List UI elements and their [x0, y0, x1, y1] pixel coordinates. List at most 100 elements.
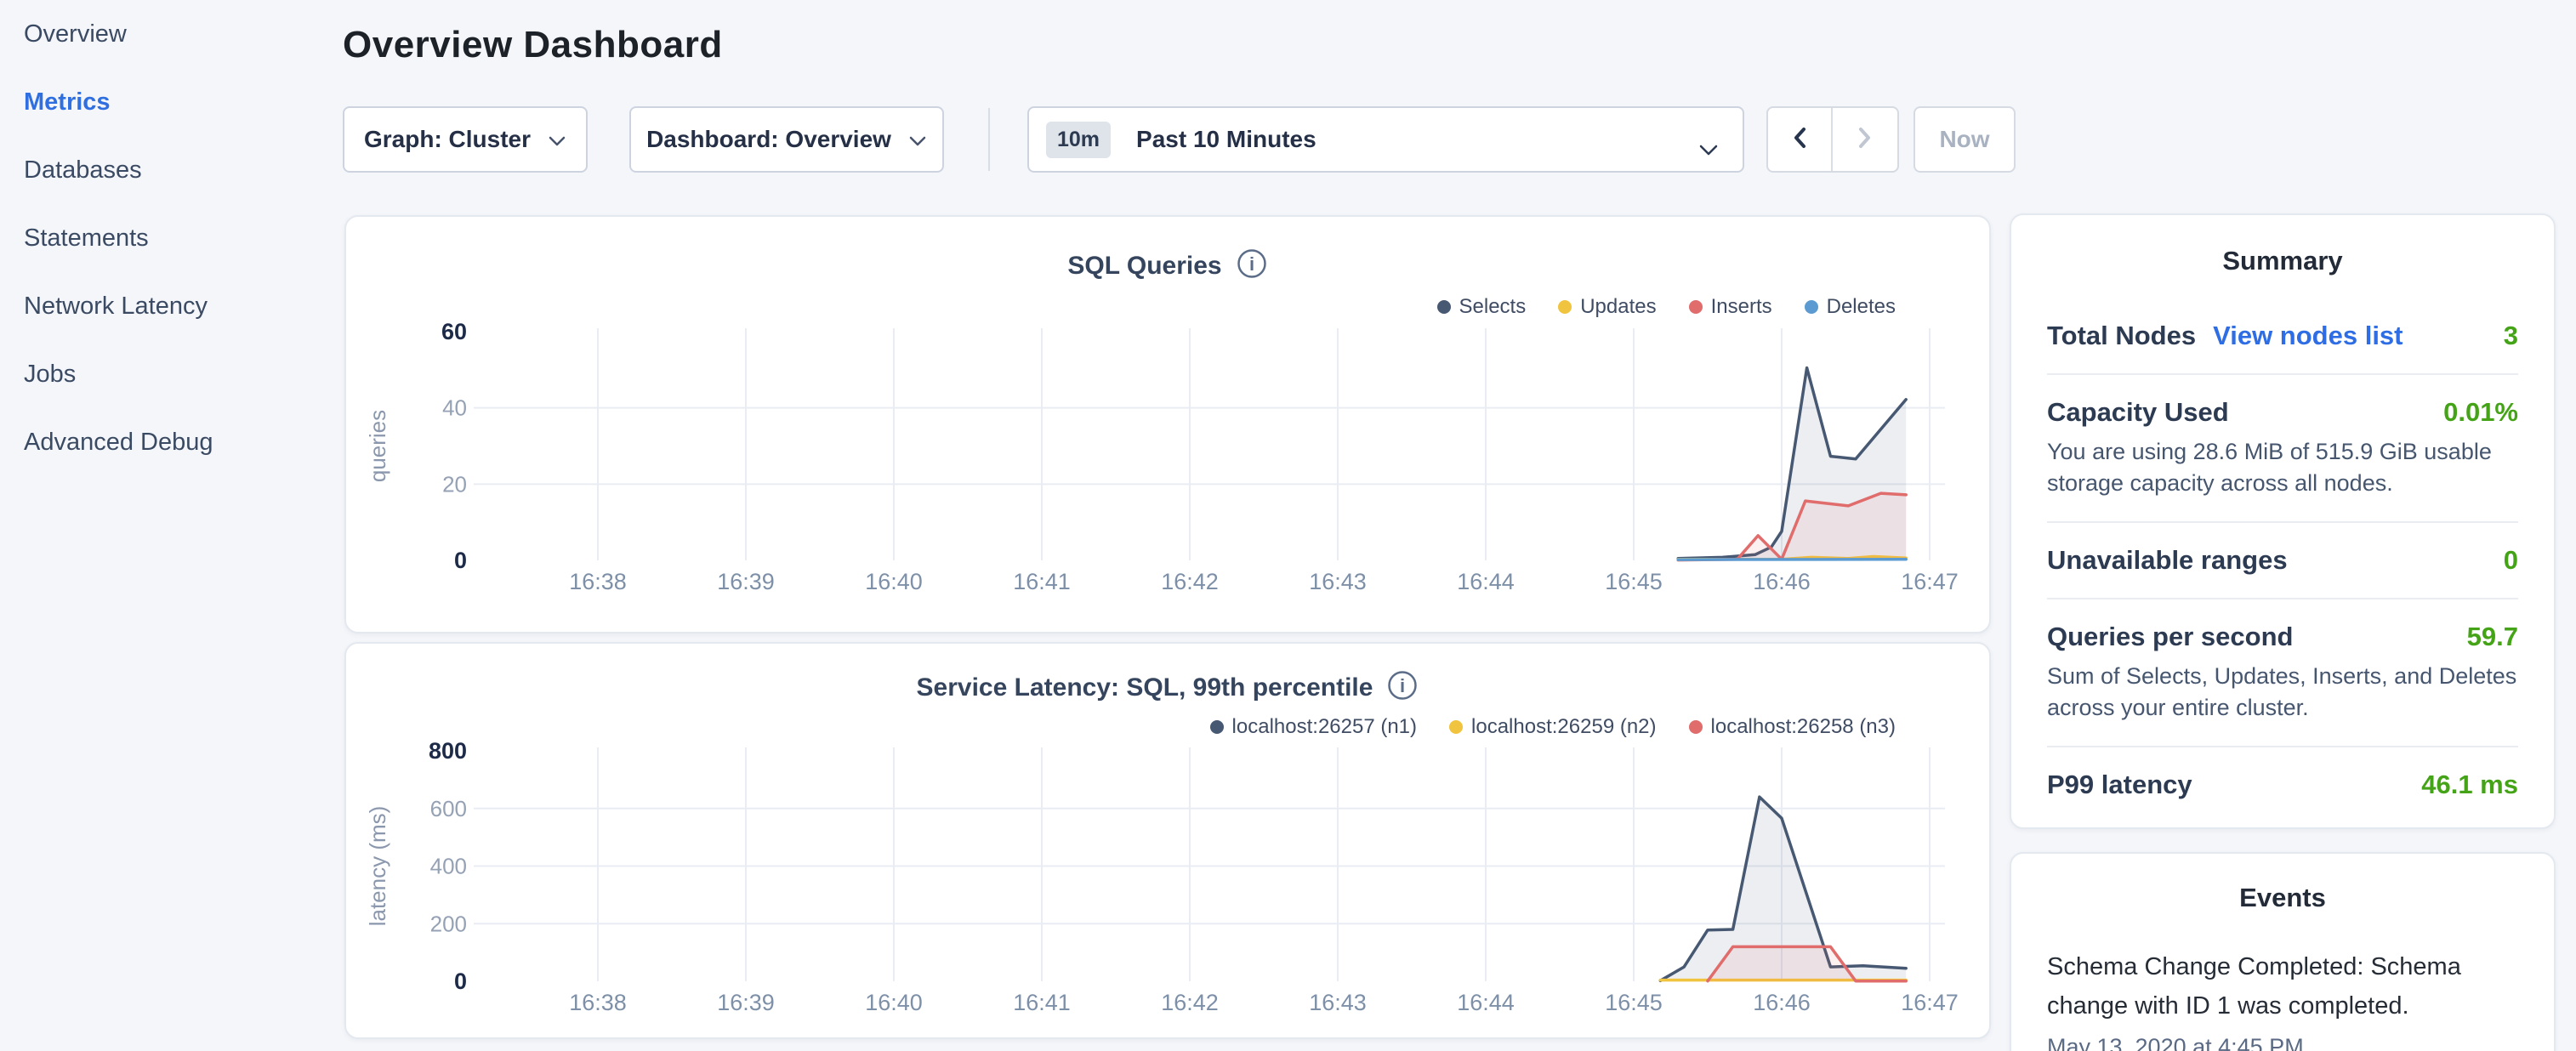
- svg-text:16:43: 16:43: [1309, 569, 1367, 594]
- time-back-button[interactable]: [1768, 108, 1834, 171]
- svg-text:400: 400: [430, 854, 467, 879]
- svg-text:16:45: 16:45: [1605, 569, 1663, 594]
- total-nodes-value: 3: [2503, 321, 2518, 350]
- legend-item[interactable]: Selects: [1436, 295, 1527, 319]
- event-item[interactable]: Schema Change Completed: Schema change w…: [2047, 947, 2518, 1051]
- graph-scope-dropdown[interactable]: Graph: Cluster: [343, 106, 588, 173]
- svg-text:40: 40: [442, 395, 467, 421]
- sql-queries-plot[interactable]: 16:38 16:39 16:40 16:41 16:42 16:43 16:44 16:45…: [346, 217, 1993, 635]
- legend-item[interactable]: localhost:26258 (n3): [1688, 715, 1896, 739]
- svg-text:200: 200: [430, 911, 467, 936]
- legend-item[interactable]: Inserts: [1688, 295, 1772, 319]
- service-latency-plot[interactable]: 16:38 16:39 16:40 16:41 16:42 16:43 16:44 16:45…: [346, 644, 1993, 1041]
- legend-dot-icon: [1436, 300, 1451, 314]
- sidebar-item-statements[interactable]: Statements: [24, 224, 149, 252]
- legend-dot-icon: [1688, 720, 1703, 734]
- divider: [2047, 598, 2518, 599]
- legend-label: localhost:26258 (n3): [1710, 715, 1896, 738]
- legend-dot-icon: [1688, 300, 1703, 314]
- legend-label: Deletes: [1826, 295, 1896, 318]
- svg-text:16:44: 16:44: [1457, 569, 1515, 594]
- capacity-used-value: 0.01%: [2443, 397, 2518, 427]
- sql-queries-chart-title: SQL Queries: [1067, 251, 1222, 280]
- svg-text:16:41: 16:41: [1013, 569, 1071, 594]
- sql-queries-chart-card: SQL Queries i Selects Updates Inserts Delet…: [344, 215, 1991, 633]
- dashboard-dropdown-label: Dashboard: Overview: [646, 126, 891, 152]
- service-latency-chart-title: Service Latency: SQL, 99th percentile: [916, 673, 1373, 702]
- svg-text:16:39: 16:39: [717, 569, 775, 594]
- svg-text:0: 0: [454, 548, 467, 573]
- svg-text:16:47: 16:47: [1901, 990, 1959, 1015]
- summary-row-queries-per-second: Queries per second 59.7 Sum of Selects, …: [2047, 622, 2518, 724]
- events-panel: Events Schema Change Completed: Schema c…: [2010, 852, 2556, 1051]
- legend-label: localhost:26259 (n2): [1471, 715, 1657, 738]
- svg-text:16:44: 16:44: [1457, 990, 1515, 1015]
- svg-text:16:40: 16:40: [865, 990, 923, 1015]
- now-button[interactable]: Now: [1914, 106, 2016, 173]
- summary-panel: Summary Total Nodes View nodes list 3 Ca…: [2010, 213, 2556, 829]
- svg-text:16:40: 16:40: [865, 569, 923, 594]
- legend-item[interactable]: localhost:26257 (n1): [1209, 715, 1418, 739]
- legend-label: localhost:26257 (n1): [1231, 715, 1418, 738]
- svg-text:16:39: 16:39: [717, 990, 775, 1015]
- svg-text:latency (ms): latency (ms): [365, 806, 390, 927]
- svg-text:i: i: [1249, 253, 1254, 275]
- legend-item[interactable]: Updates: [1558, 295, 1657, 319]
- sidebar-item-jobs[interactable]: Jobs: [24, 360, 77, 388]
- time-window-dropdown[interactable]: 10m Past 10 Minutes: [1027, 106, 1744, 173]
- chevron-left-icon: [1792, 126, 1807, 154]
- sql-queries-chart-header: SQL Queries i: [346, 247, 1989, 284]
- time-pager: [1766, 106, 1899, 173]
- divider: [2047, 746, 2518, 747]
- svg-text:600: 600: [430, 796, 467, 821]
- time-forward-button[interactable]: [1833, 108, 1897, 171]
- dashboard-dropdown[interactable]: Dashboard: Overview: [629, 106, 944, 173]
- svg-text:16:46: 16:46: [1753, 990, 1811, 1015]
- events-panel-title: Events: [2239, 883, 2326, 912]
- graph-scope-dropdown-label: Graph: Cluster: [363, 126, 532, 152]
- event-timestamp: May 13, 2020 at 4:45 PM: [2047, 1034, 2304, 1051]
- sidebar-item-network-latency[interactable]: Network Latency: [24, 292, 208, 320]
- legend-item[interactable]: Deletes: [1804, 295, 1896, 319]
- sql-queries-legend: Selects Updates Inserts Deletes: [1436, 295, 1896, 319]
- summary-row-unavailable-ranges: Unavailable ranges 0: [2047, 545, 2518, 576]
- legend-dot-icon: [1449, 720, 1464, 734]
- info-icon[interactable]: i: [1236, 247, 1268, 284]
- capacity-used-description: You are using 28.6 MiB of 515.9 GiB usab…: [2047, 439, 2492, 496]
- capacity-used-label: Capacity Used: [2047, 397, 2229, 427]
- legend-item[interactable]: localhost:26259 (n2): [1449, 715, 1657, 739]
- time-window-label: Past 10 Minutes: [1136, 126, 1316, 152]
- legend-dot-icon: [1209, 720, 1224, 734]
- service-latency-chart-header: Service Latency: SQL, 99th percentile i: [346, 669, 1989, 706]
- view-nodes-list-link[interactable]: View nodes list: [2213, 321, 2403, 350]
- svg-text:queries: queries: [365, 410, 390, 482]
- p99-latency-label: P99 latency: [2047, 770, 2192, 799]
- sidebar: Overview Metrics Databases Statements Ne…: [0, 0, 340, 1051]
- svg-text:i: i: [1400, 675, 1405, 696]
- svg-text:800: 800: [429, 738, 467, 764]
- legend-dot-icon: [1804, 300, 1818, 314]
- queries-per-second-description: Sum of Selects, Updates, Inserts, and De…: [2047, 663, 2517, 720]
- sidebar-item-metrics[interactable]: Metrics: [24, 88, 111, 116]
- sidebar-item-databases[interactable]: Databases: [24, 156, 142, 184]
- summary-row-capacity-used: Capacity Used 0.01% You are using 28.6 M…: [2047, 397, 2518, 499]
- divider: [2047, 521, 2518, 523]
- legend-label: Selects: [1459, 295, 1527, 318]
- svg-text:16:41: 16:41: [1013, 990, 1071, 1015]
- svg-text:16:46: 16:46: [1753, 569, 1811, 594]
- queries-per-second-label: Queries per second: [2047, 622, 2294, 651]
- sidebar-item-advanced-debug[interactable]: Advanced Debug: [24, 428, 213, 456]
- legend-label: Updates: [1580, 295, 1657, 318]
- legend-dot-icon: [1558, 300, 1572, 314]
- total-nodes-label: Total Nodes: [2047, 321, 2197, 350]
- summary-row-total-nodes: Total Nodes View nodes list 3: [2047, 321, 2518, 351]
- unavailable-ranges-value: 0: [2503, 545, 2518, 575]
- event-text: Schema Change Completed: Schema change w…: [2047, 953, 2461, 1020]
- info-icon[interactable]: i: [1386, 669, 1419, 706]
- sidebar-item-overview[interactable]: Overview: [24, 20, 127, 48]
- chevron-right-icon: [1857, 126, 1873, 154]
- chevron-down-icon: [548, 126, 566, 153]
- svg-text:16:38: 16:38: [569, 990, 627, 1015]
- page-title: Overview Dashboard: [343, 24, 723, 65]
- svg-text:16:42: 16:42: [1161, 569, 1219, 594]
